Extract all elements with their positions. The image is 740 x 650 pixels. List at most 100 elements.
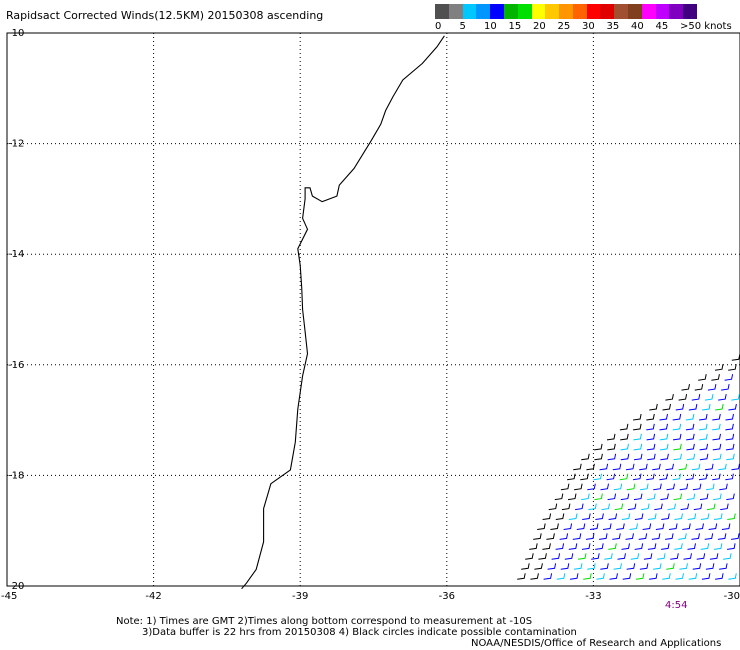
map-title: Rapidsact Corrected Winds(12.5KM) 201503… [6, 9, 324, 22]
wind-barb [564, 553, 574, 560]
wind-barb [612, 533, 621, 540]
wind-barb [699, 413, 708, 421]
wind-barb [691, 463, 701, 471]
legend-tick-label: 10 [484, 21, 497, 32]
lon-label: -33 [585, 591, 601, 602]
wind-barb [634, 543, 644, 550]
legend-swatch [462, 4, 477, 19]
wind-barb [653, 563, 662, 570]
legend-swatch [683, 4, 698, 19]
wind-barb [648, 513, 657, 520]
wind-barb [574, 483, 583, 491]
wind-barb [731, 463, 740, 471]
wind-barb [657, 553, 666, 560]
wind-barb [613, 563, 622, 570]
wind-barb [633, 423, 642, 431]
wind-barb [633, 493, 643, 501]
wind-barb [701, 573, 711, 580]
wind-barb [641, 503, 650, 511]
wind-barb [550, 523, 559, 530]
wind-barb [548, 503, 558, 511]
wind-barb [700, 513, 710, 520]
wind-barb [723, 553, 732, 560]
wind-barb [646, 443, 656, 451]
wind-barb [655, 523, 665, 530]
wind-barb [691, 533, 700, 540]
lat-lon-grid [7, 33, 740, 586]
wind-barb [599, 533, 608, 540]
wind-barb [591, 553, 600, 560]
wind-barb [692, 563, 702, 570]
wind-barb [634, 513, 644, 520]
wind-barb [692, 483, 702, 491]
wind-barb [699, 423, 708, 431]
wind-barb [585, 533, 595, 540]
wind-barb [603, 523, 612, 530]
wind-barb [698, 473, 708, 481]
wind-barb [665, 463, 674, 471]
legend-swatch [628, 4, 643, 19]
wind-barb [675, 403, 685, 411]
lat-label: -20 [8, 581, 24, 592]
wind-barb [626, 563, 636, 570]
wind-barb [660, 493, 669, 501]
wind-barb [607, 453, 617, 461]
wind-barb [713, 453, 722, 461]
wind-barb [699, 443, 709, 451]
wind-barb [632, 473, 642, 481]
wind-barb [576, 523, 586, 530]
wind-barb [638, 533, 648, 540]
wind-barb [707, 384, 717, 391]
wind-barb [521, 563, 530, 570]
legend-swatch [503, 4, 519, 19]
wind-barb [619, 423, 629, 431]
wind-barb [551, 553, 561, 560]
wind-barb [543, 573, 553, 580]
wind-barb [712, 443, 722, 451]
wind-barb [672, 473, 682, 481]
note-line-1: Note: 1) Times are GMT 2)Times along bot… [116, 616, 533, 627]
wind-barb [646, 473, 655, 481]
wind-barb [642, 523, 652, 530]
wind-barb [559, 533, 569, 540]
map-frame [6, 32, 740, 587]
wind-barb [621, 543, 630, 550]
wind-barb [546, 533, 555, 540]
lon-label: -45 [1, 591, 17, 602]
wind-barb [669, 523, 678, 530]
wind-barb [693, 503, 703, 511]
wind-barb [665, 533, 674, 540]
legend-tick-label: 45 [655, 21, 669, 32]
lat-label: -16 [8, 360, 24, 371]
wind-barb [525, 553, 534, 560]
wind-barb [582, 513, 591, 520]
wind-barb [725, 413, 734, 421]
wind-barb [667, 503, 676, 511]
wind-barb [647, 493, 656, 501]
wind-barb [643, 553, 653, 560]
wind-barb [696, 553, 706, 560]
wind-barb [537, 523, 546, 530]
wind-barb [580, 473, 589, 481]
wind-barb [594, 443, 603, 451]
wind-barb [660, 443, 669, 451]
wind-barb [686, 443, 695, 451]
wind-barb [680, 503, 690, 511]
wind-barb [649, 573, 658, 580]
wind-barb [686, 453, 696, 461]
wind-barb [717, 533, 727, 540]
wind-barb [659, 423, 668, 431]
wind-barb [714, 364, 724, 371]
legend-swatch [435, 4, 450, 19]
wind-barb [600, 563, 609, 570]
wind-barb [665, 394, 674, 401]
wind-barb [674, 513, 683, 520]
wind-barb [534, 563, 543, 570]
wind-barb [731, 533, 740, 540]
legend-swatch [448, 4, 464, 19]
wind-barb [673, 493, 683, 501]
wind-barb [542, 513, 552, 520]
wind-barb [639, 563, 649, 570]
wind-barb [556, 573, 566, 580]
legend-tick-label: 25 [557, 21, 571, 32]
